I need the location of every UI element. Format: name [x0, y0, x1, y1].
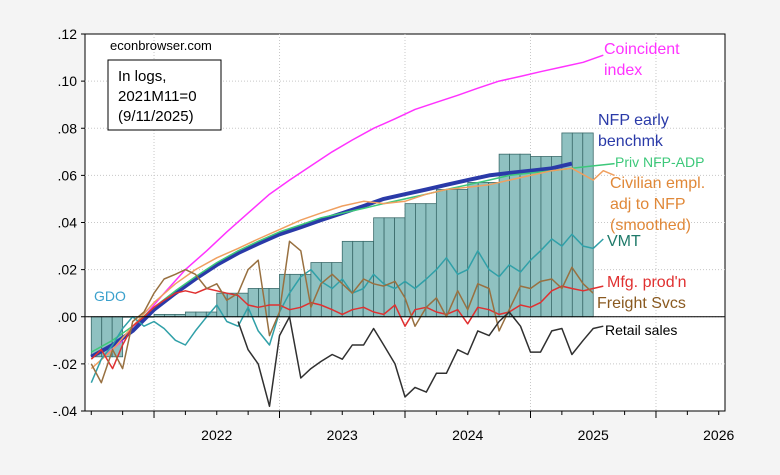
label-retail-sales: Retail sales — [605, 322, 677, 338]
note-line-2: 2021M11=0 — [118, 88, 197, 105]
gdo-bar — [341, 240, 354, 318]
series-line-freight-svcs — [90, 240, 594, 384]
note-box — [107, 59, 222, 131]
label-vmt: VMT — [607, 233, 641, 250]
label-mfg-prod-n: Mfg. prod'n — [607, 274, 687, 291]
y-tick-label: .10 — [58, 73, 78, 89]
gdo-bar — [446, 189, 458, 318]
x-tick-label: 2023 — [327, 427, 358, 443]
series-line-priv-nfp-adp — [90, 162, 615, 353]
x-tick-label: 2026 — [703, 427, 734, 443]
gdo-bar — [530, 156, 542, 318]
series-labels: GDO Coincident index NFP early benchmk Priv N… — [94, 41, 705, 338]
gdo-bar — [352, 240, 364, 318]
series-line-mfg-prod-n — [90, 285, 604, 370]
series-lines — [90, 54, 615, 408]
bars-gdo — [90, 132, 594, 358]
gdo-bar — [519, 153, 531, 318]
note-line-1: In logs, — [118, 68, 166, 85]
label-nfp-early-benchmk: NFP early benchmk — [598, 112, 669, 150]
label-gdo: GDO — [94, 288, 126, 304]
series-line-vmt — [90, 233, 604, 383]
x-tick-label: 2025 — [578, 427, 609, 443]
x-tick-label: 2024 — [452, 427, 483, 443]
gdo-bar — [331, 262, 343, 318]
gdo-bar — [184, 311, 197, 318]
source-label: econbrowser.com — [110, 38, 212, 53]
gdo-bar — [268, 288, 280, 318]
gdo-bar — [551, 156, 563, 318]
gdo-bar — [488, 182, 500, 318]
y-tick-label: .02 — [58, 262, 78, 278]
label-freight-svcs: Freight Svcs — [597, 295, 686, 312]
y-tick-label: -.04 — [53, 403, 77, 419]
y-tick-label: .06 — [58, 167, 78, 183]
axes: -.04 -.02 .00 .02 .04 .06 .08 .10 .12 2022 2023 202… — [53, 26, 735, 443]
gdo-bar — [561, 132, 573, 318]
gdo-bar — [415, 203, 427, 318]
gdo-bar — [404, 203, 416, 318]
note-line-3: (9/11/2025) — [118, 108, 194, 125]
y-tick-label: -.02 — [53, 356, 77, 372]
gdo-bar — [435, 189, 448, 318]
gdo-bar — [195, 311, 207, 318]
gdo-bar — [477, 182, 490, 318]
y-tick-label: .08 — [58, 120, 78, 136]
y-tick-label: .00 — [58, 309, 78, 325]
gdo-bar — [498, 153, 510, 318]
label-coincident-index: Coincident index — [604, 41, 680, 79]
gdo-bar — [383, 217, 395, 318]
label-priv-nfp-adp: Priv NFP-ADP — [615, 154, 704, 170]
label-civilian-empl-adj-to-nfp-smoothed: Civilian empl. adj to NFP (smoothed) — [610, 175, 705, 234]
gdo-bar — [373, 217, 385, 318]
x-tick-label: 2022 — [201, 427, 232, 443]
gdo-bar — [394, 217, 406, 318]
gdo-bar — [456, 189, 469, 318]
series-line-civilian-empl-adj-to-nfp-smoothed — [90, 167, 615, 370]
y-tick-label: .12 — [58, 26, 78, 42]
series-line-retail-sales — [237, 311, 604, 408]
y-tick-label: .04 — [58, 215, 78, 231]
